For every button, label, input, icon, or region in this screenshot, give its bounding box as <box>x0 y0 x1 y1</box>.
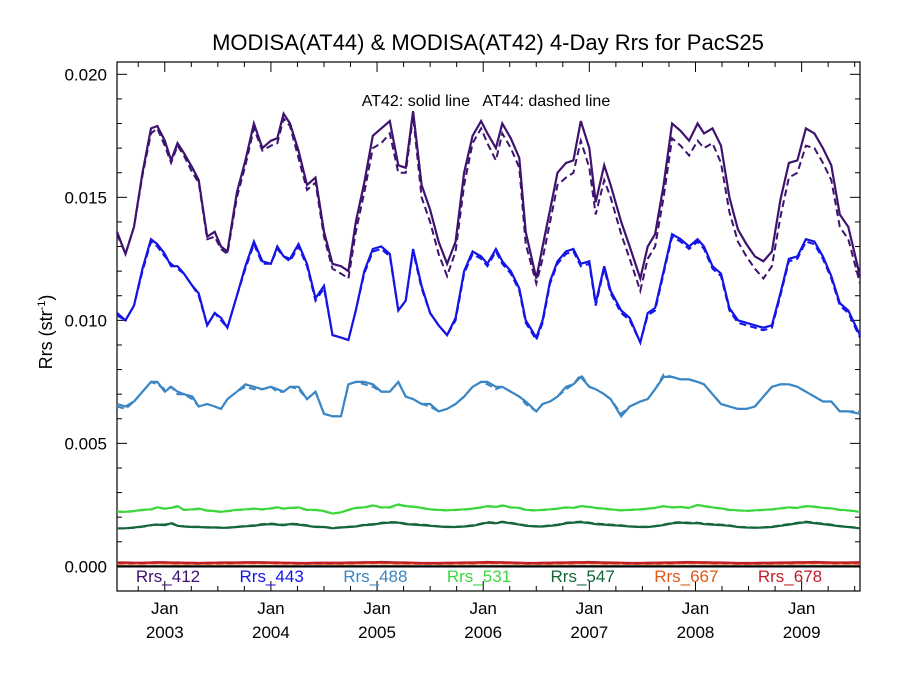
series-lines <box>115 111 862 568</box>
x-tick-month: Jan <box>151 599 178 618</box>
series-line-dashed <box>116 372 860 418</box>
x-tick-year: 2007 <box>570 623 608 642</box>
series-line-solid <box>117 560 861 565</box>
x-tick-month: Jan <box>469 599 496 618</box>
y-tick-label: 0.020 <box>64 65 107 84</box>
plot-border <box>116 61 861 592</box>
legend-entry: Rrs_443 <box>240 567 304 586</box>
legend-entry: Rrs_678 <box>758 567 822 586</box>
x-tick-year: 2009 <box>783 623 821 642</box>
y-axis-label: Rrs (str-1) <box>36 295 56 370</box>
x-tick-month: Jan <box>363 599 390 618</box>
series-line-solid <box>115 111 862 283</box>
plot-frame <box>116 61 861 592</box>
series-line-solid <box>117 520 861 530</box>
x-tick-year: 2003 <box>146 623 184 642</box>
x-axis: Jan 2003 Jan 2004 Jan 2005 Jan 2006 Jan 2007 Jan 20… <box>137 62 856 642</box>
legend: Rrs_412 Rrs_443 Rrs_488 Rrs_531 Rrs_547 Rrs_6… <box>136 567 822 586</box>
y-axis-label-end: ) <box>36 295 56 301</box>
x-tick-month: Jan <box>257 599 284 618</box>
y-axis-label-sup: -1 <box>36 301 48 311</box>
y-axis: 0.000 0.005 0.010 0.015 0.020 <box>64 65 860 576</box>
y-axis-label-main: Rrs (str <box>36 310 56 369</box>
x-tick-month: Jan <box>682 599 709 618</box>
series-line-solid <box>116 503 861 515</box>
y-tick-label: 0.015 <box>64 188 107 207</box>
x-tick-year: 2005 <box>358 623 396 642</box>
x-tick-year: 2004 <box>252 623 290 642</box>
x-tick-month: Jan <box>788 599 815 618</box>
x-tick-year: 2008 <box>677 623 715 642</box>
line-style-annotation: AT42: solid line AT44: dashed line <box>362 93 611 110</box>
legend-entry: Rrs_488 <box>343 567 407 586</box>
y-tick-label: 0.005 <box>64 434 107 453</box>
series-line-solid <box>116 232 861 346</box>
legend-entry: Rrs_531 <box>447 567 511 586</box>
legend-entry: Rrs_547 <box>551 567 615 586</box>
y-tick-label: 0.000 <box>64 557 107 576</box>
chart-title: MODISA(AT44) & MODISA(AT42) 4-Day Rrs fo… <box>212 30 764 55</box>
series-line-solid <box>116 375 861 419</box>
x-tick-month: Jan <box>576 599 603 618</box>
y-tick-label: 0.010 <box>64 311 107 330</box>
legend-entry: Rrs_667 <box>654 567 718 586</box>
x-tick-year: 2006 <box>464 623 502 642</box>
legend-entry: Rrs_412 <box>136 567 200 586</box>
